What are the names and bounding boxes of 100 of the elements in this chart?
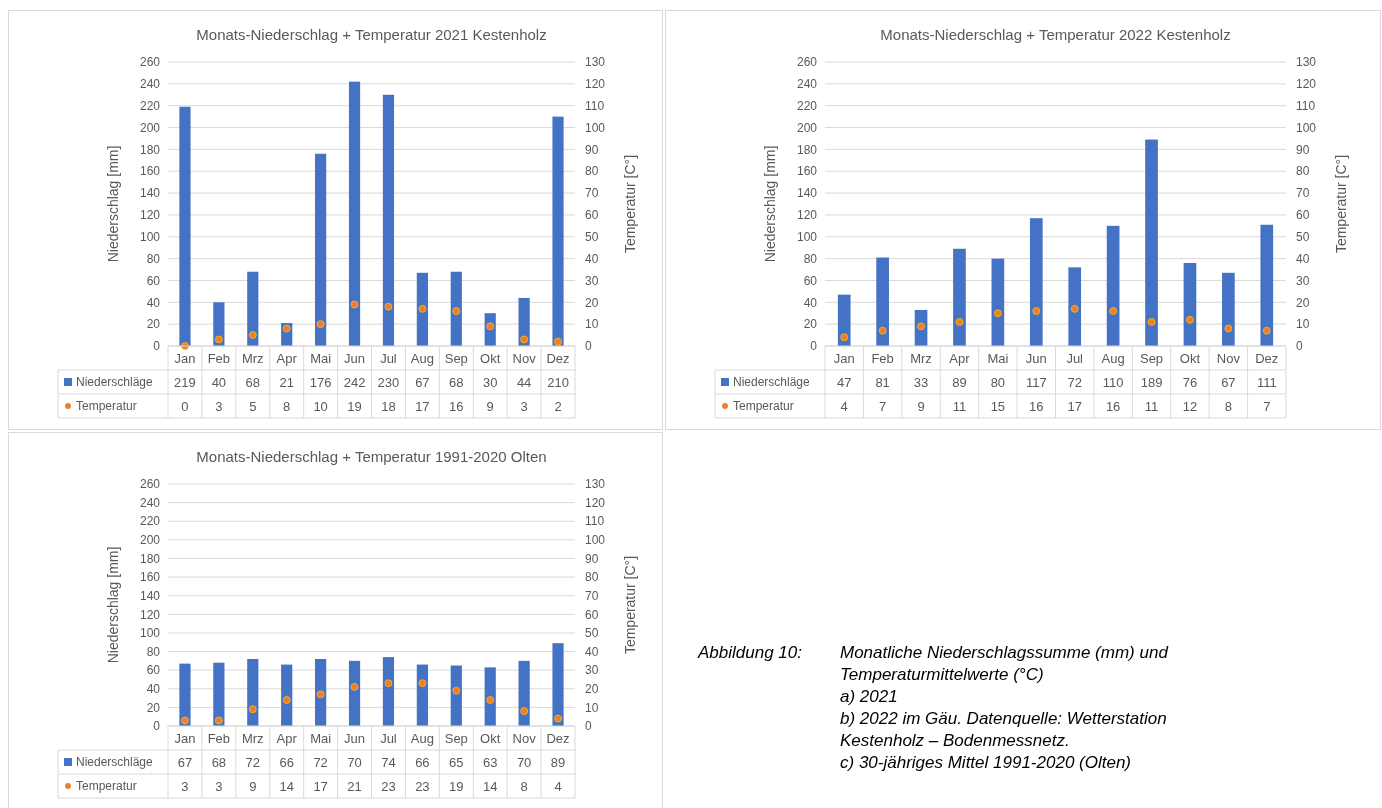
- data-label: 18: [381, 398, 396, 414]
- x-tick-label: Mrz: [241, 730, 264, 746]
- data-label: 111: [1256, 374, 1277, 390]
- y2-tick-label: 40: [585, 644, 599, 659]
- bar: [953, 248, 966, 346]
- text: Monatliche Niederschlagssumme (mm) und Temperaturmittelwerte (°C): [840, 643, 1169, 684]
- y-tick-label: 20: [146, 700, 161, 715]
- bar: [416, 664, 428, 726]
- x-tick-label: Aug: [1101, 350, 1125, 366]
- x-tick-label: Okt: [480, 350, 501, 366]
- y-tick-label: 40: [146, 681, 161, 696]
- x-tick-label: Okt: [1179, 350, 1201, 366]
- point: [384, 679, 393, 688]
- y-tick-label: 160: [796, 164, 818, 179]
- y-tick-label: 220: [139, 514, 161, 529]
- data-label: 11: [1144, 398, 1159, 414]
- data-label: 74: [381, 754, 396, 770]
- point: [554, 337, 562, 346]
- bar: [1145, 139, 1158, 346]
- y2-tick-label: 20: [585, 681, 599, 696]
- bar: [179, 106, 191, 346]
- x-tick-label: Feb: [871, 350, 894, 366]
- text: a) 2021: [840, 687, 898, 706]
- data-label: 70: [516, 754, 532, 770]
- y-tick-label: 180: [139, 142, 161, 157]
- x-tick-label: Aug: [410, 730, 434, 746]
- data-label: 68: [211, 754, 227, 770]
- y2-tick-label: 0: [585, 719, 592, 734]
- x-tick-label: Jan: [174, 350, 196, 366]
- data-label: 12: [1182, 398, 1198, 414]
- y-tick-label: 140: [139, 588, 161, 603]
- bar: [1068, 267, 1082, 346]
- y-tick-label: 160: [139, 164, 161, 179]
- y-tick-label: 180: [139, 551, 161, 566]
- bar: [518, 660, 530, 726]
- y-tick-label: 80: [146, 251, 161, 266]
- y-tick-label: 40: [146, 295, 161, 310]
- data-label: 19: [347, 398, 362, 414]
- y2-tick-label: 80: [1296, 164, 1310, 179]
- data-label: 21: [279, 374, 294, 390]
- point: [1147, 318, 1156, 326]
- data-label: 19: [449, 778, 464, 794]
- x-tick-label: Feb: [207, 350, 231, 366]
- bar: [416, 272, 428, 346]
- data-label: 117: [1025, 374, 1047, 390]
- point: [282, 696, 291, 704]
- data-label: 219: [174, 374, 196, 390]
- x-tick-label: Nov: [512, 350, 537, 366]
- data-label: 9: [486, 398, 494, 414]
- y2-tick-label: 70: [585, 588, 599, 603]
- data-label: 17: [1067, 398, 1082, 414]
- y2-tick-label: 0: [1296, 339, 1303, 354]
- bar: [1106, 225, 1120, 346]
- point: [993, 309, 1002, 318]
- bar: [382, 657, 395, 726]
- bar: [484, 667, 496, 726]
- y2-tick-label: 90: [585, 142, 599, 157]
- bar: [382, 94, 395, 346]
- data-label: 11: [952, 398, 967, 414]
- bar: [1222, 272, 1235, 346]
- y2-tick-label: 60: [585, 607, 599, 622]
- y2-tick-label: 30: [585, 663, 599, 678]
- point: [1224, 324, 1233, 333]
- y-tick-label: 240: [139, 495, 161, 510]
- data-label: 7: [879, 398, 887, 414]
- bar: [281, 664, 293, 726]
- y2-tick-label: 100: [585, 120, 606, 135]
- y2-tick-label: 90: [585, 551, 599, 566]
- x-tick-label: Jan: [174, 730, 196, 746]
- point: [248, 331, 257, 339]
- y2-tick-label: 100: [1296, 120, 1317, 135]
- y2-tick-label: 130: [585, 477, 606, 492]
- y-axis-title: Niederschlag [mm]: [105, 546, 121, 664]
- y2-tick-label: 120: [1296, 77, 1317, 92]
- y2-tick-label: 20: [1296, 295, 1310, 310]
- y-tick-label: 200: [139, 120, 161, 135]
- x-tick-label: Jul: [380, 350, 397, 366]
- y-axis-title: Niederschlag [mm]: [105, 145, 121, 263]
- bar: [179, 663, 191, 726]
- x-tick-label: Sep: [444, 730, 468, 746]
- data-label: 63: [482, 754, 498, 770]
- y-tick-label: 160: [139, 570, 161, 585]
- x-tick-label: Dez: [546, 730, 570, 746]
- y-tick-label: 260: [139, 477, 161, 492]
- data-label: 89: [952, 374, 967, 390]
- data-label: 210: [547, 374, 569, 390]
- x-tick-label: Dez: [546, 350, 570, 366]
- data-label: 68: [245, 374, 261, 390]
- y-tick-label: 80: [146, 644, 161, 659]
- point: [520, 707, 529, 716]
- bar: [1260, 224, 1274, 346]
- y-axis-title: Niederschlag [mm]: [762, 145, 778, 263]
- y2-tick-label: 130: [585, 55, 606, 70]
- data-label: 70: [347, 754, 362, 770]
- x-tick-label: Nov: [512, 730, 537, 746]
- chart-title: Monats-Niederschlag + Temperatur 2021 Kestenholz: [196, 26, 547, 43]
- y-tick-label: 200: [796, 120, 818, 135]
- data-label: 76: [1182, 374, 1198, 390]
- y2-tick-label: 90: [1296, 142, 1310, 157]
- y-tick-label: 120: [139, 607, 161, 622]
